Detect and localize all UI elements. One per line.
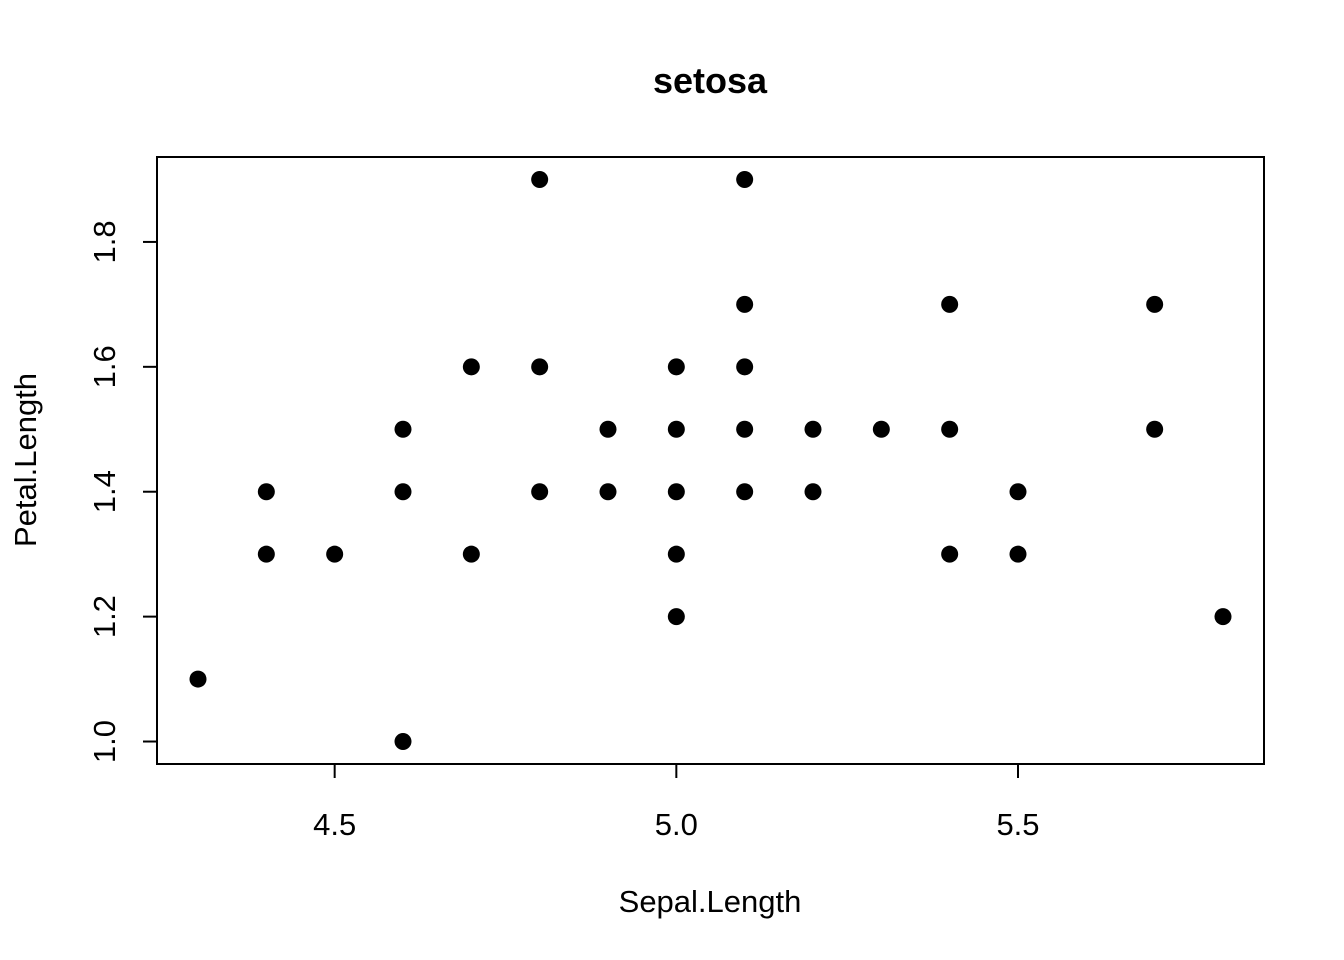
data-point <box>667 420 685 438</box>
y-axis: 1.0 1.2 1.4 1.6 1.8 <box>87 220 158 763</box>
x-tick-label: 4.5 <box>313 807 356 842</box>
data-point <box>531 483 549 501</box>
data-point <box>941 420 959 438</box>
y-tick-label: 1.8 <box>87 220 122 263</box>
data-point <box>941 295 959 313</box>
y-tick-label: 1.4 <box>87 470 122 513</box>
data-point <box>1146 420 1164 438</box>
data-point <box>667 358 685 376</box>
data-point <box>1146 295 1164 313</box>
data-point <box>599 483 617 501</box>
data-point <box>736 295 754 313</box>
data-point <box>394 733 412 751</box>
x-tick-label: 5.5 <box>996 807 1039 842</box>
data-point <box>1009 545 1027 563</box>
data-point <box>326 545 344 563</box>
data-point <box>736 483 754 501</box>
data-point <box>599 420 617 438</box>
data-point <box>736 420 754 438</box>
data-point <box>1214 608 1232 626</box>
data-point <box>804 420 822 438</box>
data-point <box>736 170 754 188</box>
data-point <box>531 358 549 376</box>
data-point <box>804 483 822 501</box>
data-point <box>941 545 959 563</box>
data-point <box>394 420 412 438</box>
x-axis: 4.5 5.0 5.5 <box>313 763 1040 842</box>
data-point <box>257 483 275 501</box>
data-point <box>872 420 890 438</box>
x-axis-label: Sepal.Length <box>619 884 802 919</box>
data-point <box>257 545 275 563</box>
y-tick-label: 1.0 <box>87 720 122 763</box>
data-points <box>189 170 1232 751</box>
y-tick-label: 1.2 <box>87 595 122 638</box>
chart-title: setosa <box>653 60 768 101</box>
data-point <box>462 545 480 563</box>
plot-frame <box>156 156 1265 765</box>
y-axis-label: Petal.Length <box>8 373 43 547</box>
data-point <box>736 358 754 376</box>
data-point <box>1009 483 1027 501</box>
y-tick-label: 1.6 <box>87 345 122 388</box>
data-point <box>531 170 549 188</box>
data-point <box>667 608 685 626</box>
data-point <box>667 545 685 563</box>
data-point <box>189 670 207 688</box>
data-point <box>394 483 412 501</box>
data-point <box>462 358 480 376</box>
x-tick-label: 5.0 <box>655 807 698 842</box>
data-point <box>667 483 685 501</box>
